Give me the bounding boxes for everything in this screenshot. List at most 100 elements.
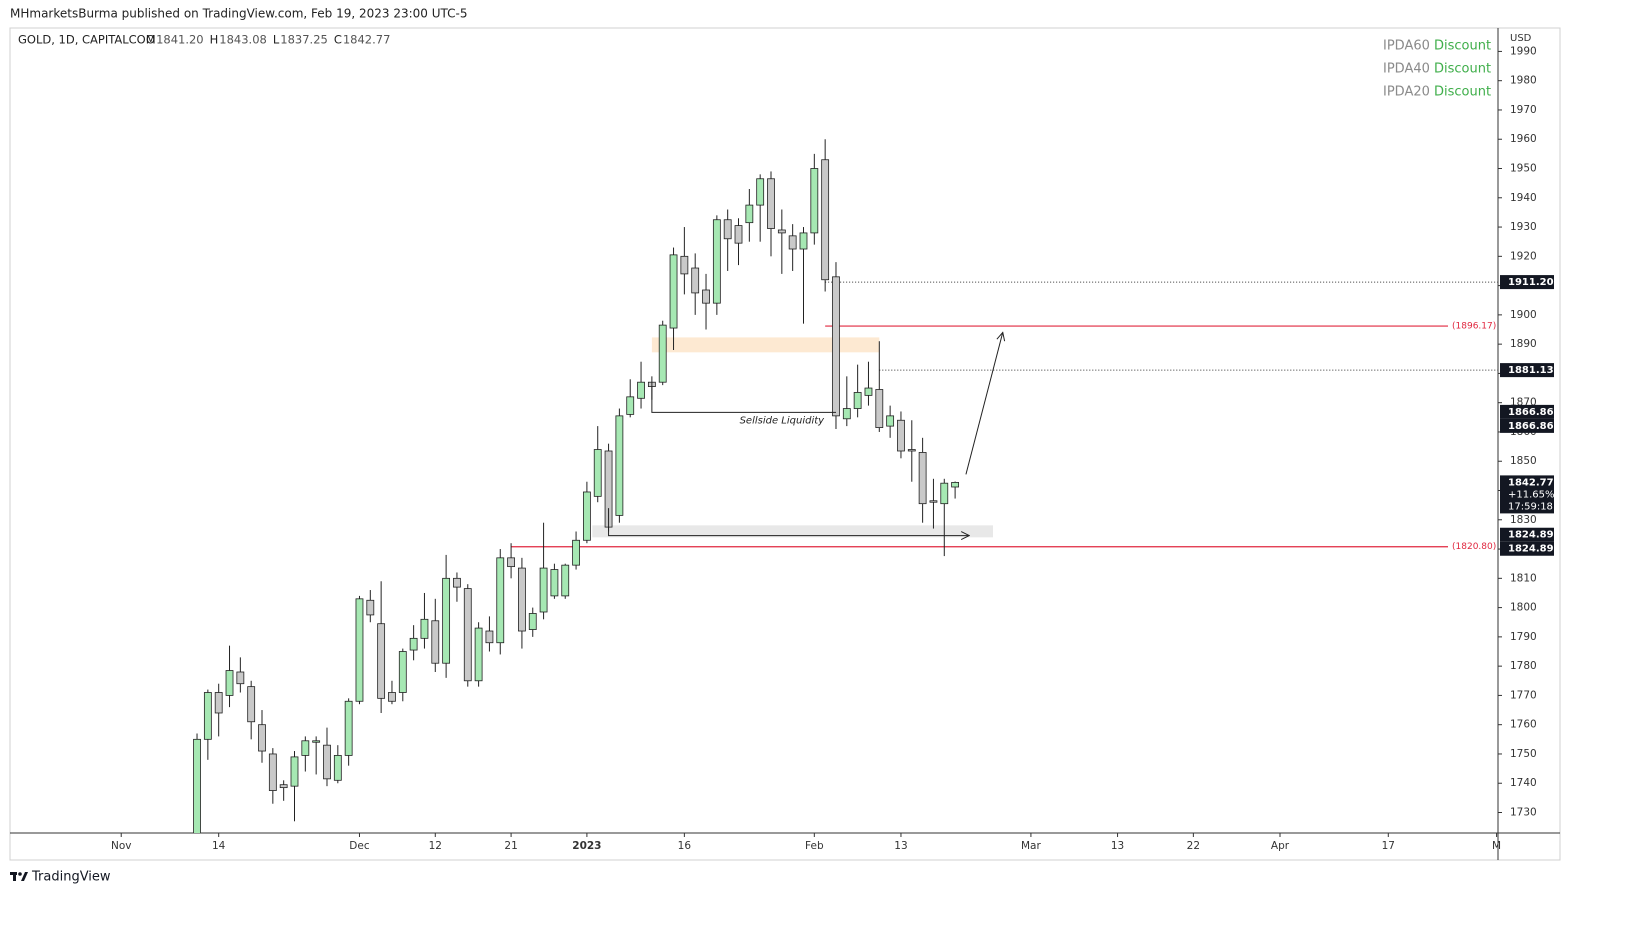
- tv-logo: [10, 872, 28, 881]
- publisher: MHmarketsBurma published on TradingView.…: [10, 7, 468, 21]
- candle-body: [951, 482, 960, 488]
- candle-body: [875, 389, 884, 428]
- candle-body: [485, 630, 494, 644]
- x-tick-label: 16: [678, 840, 692, 852]
- candle-body: [810, 168, 819, 234]
- candle-body: [853, 392, 862, 409]
- candle-body: [702, 289, 710, 304]
- level-box-label: 1881.13: [1508, 365, 1554, 376]
- x-tick-label: Mar: [1021, 840, 1041, 852]
- candle-body: [821, 159, 830, 281]
- candle-body: [572, 539, 580, 566]
- ohlc-value: 1841.20: [156, 33, 204, 47]
- ohlc-value: 1843.08: [219, 33, 267, 47]
- x-tick-label: 14: [212, 840, 226, 852]
- price-box: [1500, 404, 1554, 419]
- level-box: [1500, 275, 1554, 290]
- candle-body: [897, 419, 905, 452]
- y-tick-label: 1990: [1510, 45, 1537, 57]
- candle-body: [626, 396, 635, 415]
- x-tick-label: 13: [894, 840, 907, 852]
- x-tick-label: 22: [1187, 840, 1200, 852]
- candle-body: [723, 219, 732, 240]
- y-tick-label: 1960: [1510, 133, 1537, 145]
- level-box-label: 1911.20: [1508, 277, 1554, 288]
- drawing-line: [965, 332, 1003, 475]
- candle-body: [691, 267, 700, 294]
- candle-body: [463, 588, 472, 682]
- ohlc-key: H: [210, 33, 219, 47]
- candle-body: [799, 232, 808, 250]
- ipda-name: IPDA60: [1383, 39, 1430, 54]
- y-tick-label: 1850: [1510, 455, 1537, 467]
- price-box-label: 1866.86: [1508, 421, 1554, 432]
- candle-body: [333, 755, 342, 781]
- x-tick-label: M: [1492, 840, 1501, 852]
- candle-body: [886, 415, 895, 427]
- x-tick-label: Feb: [805, 840, 824, 852]
- candle-body: [777, 229, 786, 234]
- ipda-name: IPDA40: [1383, 62, 1430, 77]
- candle-body: [474, 627, 483, 682]
- last-price: 1842.77: [1508, 477, 1554, 488]
- y-tick-label: 1830: [1510, 514, 1537, 526]
- ohlc-key: L: [273, 33, 280, 47]
- price-box: [1500, 541, 1554, 556]
- candle-body: [864, 387, 873, 396]
- candle-body: [355, 598, 364, 702]
- y-tick-label: 1950: [1510, 163, 1537, 175]
- candle-body: [832, 276, 840, 417]
- red-level-label: (1896.17): [1452, 322, 1496, 332]
- drawing-line: [608, 508, 970, 536]
- y-tick-label: 1920: [1510, 250, 1537, 262]
- candle-body: [214, 692, 223, 714]
- candle-body: [301, 740, 310, 756]
- y-tick-label: 1760: [1510, 719, 1537, 731]
- unit: USD: [1510, 33, 1532, 44]
- y-tick-label: 1930: [1510, 221, 1537, 233]
- ohlc-value: 1842.77: [343, 33, 391, 47]
- footer-brand: TradingView: [31, 870, 111, 885]
- zone: [592, 525, 994, 538]
- x-tick-label: 2023: [572, 840, 601, 852]
- countdown: 17:59:18: [1508, 501, 1553, 512]
- y-tick-label: 1900: [1510, 309, 1537, 321]
- candle-body: [582, 491, 591, 541]
- symbol: GOLD, 1D, CAPITALCOM: [18, 33, 156, 47]
- candle-body: [268, 753, 277, 791]
- candle-body: [658, 324, 667, 383]
- candle-body: [453, 577, 461, 588]
- candle-body: [929, 500, 938, 503]
- candle-body: [907, 449, 916, 452]
- price-box-label: 1824.89: [1508, 544, 1554, 555]
- ipda-status: Discount: [1434, 62, 1491, 77]
- ohlc-value: 1837.25: [280, 33, 328, 47]
- candle-body: [312, 740, 321, 743]
- y-tick-label: 1970: [1510, 104, 1537, 116]
- x-tick-label: Apr: [1271, 840, 1290, 852]
- y-tick-label: 1790: [1510, 631, 1537, 643]
- candle-body: [203, 692, 212, 740]
- candle-body: [734, 225, 743, 244]
- candle-body: [366, 599, 375, 616]
- candle-body: [518, 567, 526, 632]
- candle-body: [225, 670, 234, 696]
- drawing-line: [651, 382, 836, 413]
- frame: [9, 27, 1561, 861]
- x-tick-label: Dec: [349, 840, 370, 852]
- candle-body: [550, 569, 559, 597]
- zone: [651, 337, 880, 353]
- red-level-label: (1820.80): [1452, 542, 1496, 552]
- price-box: [1500, 527, 1554, 542]
- candle-body: [767, 178, 775, 229]
- ipda-status: Discount: [1434, 39, 1491, 54]
- candle-body: [940, 482, 949, 505]
- y-tick-label: 1780: [1510, 660, 1537, 672]
- candle-body: [258, 724, 266, 752]
- y-tick-label: 1980: [1510, 75, 1537, 87]
- candle-body: [496, 557, 505, 644]
- candle-body: [420, 618, 429, 639]
- last-change: +11.65%: [1508, 489, 1555, 500]
- candle-body: [398, 651, 407, 693]
